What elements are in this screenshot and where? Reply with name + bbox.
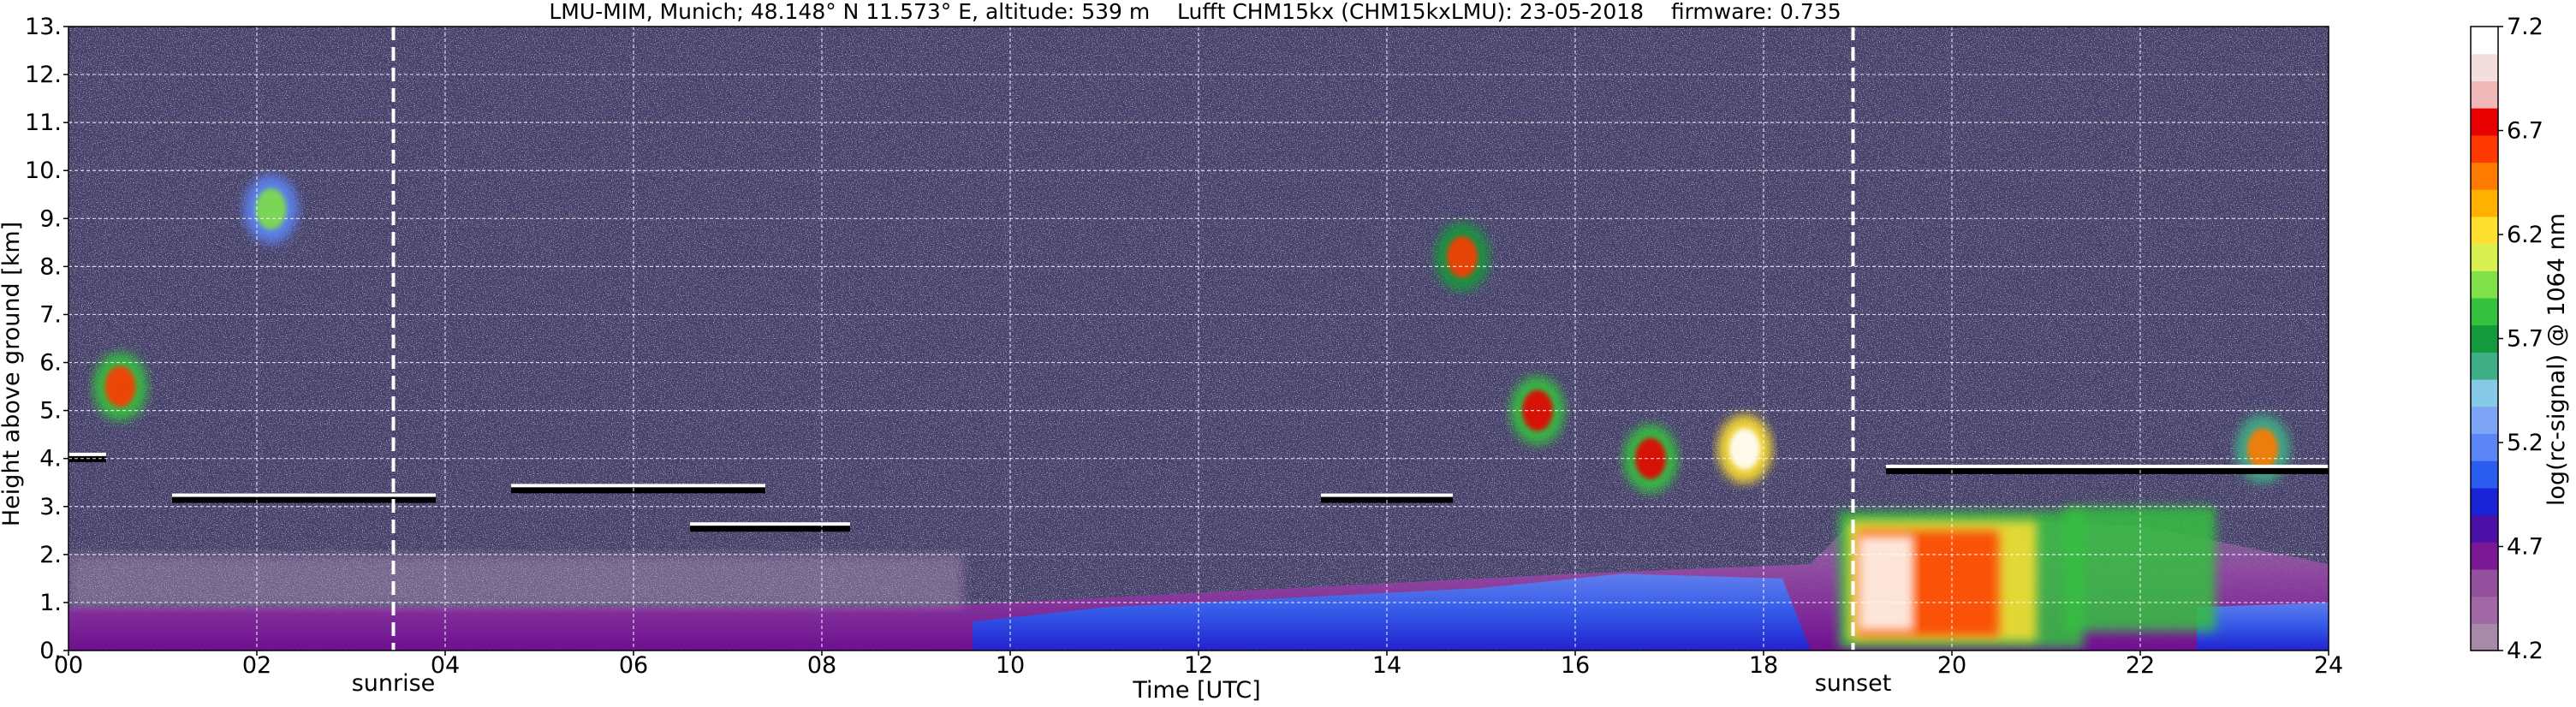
colorbar-label: log(rc-signal) @ 1064 nm	[2543, 213, 2570, 506]
y-axis-label: Height above ground [km]	[0, 222, 25, 526]
x-tick-label-06: 06	[619, 652, 648, 679]
cloud-patch-1	[243, 175, 299, 244]
colorbar-segment-14	[2471, 243, 2498, 271]
y-tick-label-3: 3.	[39, 494, 62, 520]
colorbar-segment-5	[2471, 487, 2498, 516]
y-tick-label-1: 1.	[39, 590, 62, 616]
sunset-label: sunset	[1815, 670, 1892, 697]
y-tick-label-13: 13.	[25, 14, 62, 40]
cloud-layer-5	[1886, 464, 2329, 474]
y-tick-label-10: 10.	[25, 157, 62, 184]
y-tick-label-8: 8.	[39, 253, 62, 280]
cloud-patch-0	[92, 352, 148, 421]
colorbar-segment-21	[2471, 53, 2498, 81]
x-axis-label: Time [UTC]	[1132, 677, 1260, 704]
colorbar-segment-20	[2471, 80, 2498, 109]
colorbar-segment-22	[2471, 27, 2498, 55]
x-tick-label-18: 18	[1749, 652, 1778, 679]
colorbar: 4.2 4.7 5.2 5.7 6.2 6.7 7.2	[2470, 14, 2543, 664]
x-tick-label-10: 10	[996, 652, 1025, 679]
cloud-patch-2	[1435, 223, 1490, 292]
y-tick-label-2: 2.	[39, 542, 62, 568]
x-tick-label-02: 02	[242, 652, 271, 679]
x-tick-label-12: 12	[1184, 652, 1213, 679]
colorbar-segment-15	[2471, 216, 2498, 245]
colorbar-segment-16	[2471, 189, 2498, 217]
colorbar-segment-12	[2471, 297, 2498, 326]
y-tick-label-9: 9.	[39, 205, 62, 232]
colorbar-segment-2	[2471, 568, 2498, 597]
x-tick-label-08: 08	[807, 652, 836, 679]
colorbar-segment-19	[2471, 108, 2498, 136]
axes: sunrise sunset 00 02 04 06 08 10 12 14 16 18 20 22 24 0…	[25, 14, 2343, 697]
x-tick-label-22: 22	[2126, 652, 2155, 679]
night-boundary-layer	[2197, 602, 2329, 651]
x-tick-label-04: 04	[431, 652, 460, 679]
y-tick-label-4: 4.	[39, 446, 62, 472]
y-tick-label-7: 7.	[39, 301, 62, 328]
colorbar-tick-label-6: 7.2	[2507, 14, 2543, 40]
colorbar-tick-label-0: 4.2	[2507, 638, 2543, 664]
colorbar-segment-17	[2471, 162, 2498, 190]
cloud-layer-2	[511, 484, 765, 494]
colorbar-tick-label-2: 5.2	[2507, 430, 2543, 456]
colorbar-segment-18	[2471, 134, 2498, 163]
colorbar-tick-label-4: 6.2	[2507, 222, 2543, 248]
colorbar-segment-9	[2471, 379, 2498, 407]
y-tick-label-5: 5.	[39, 398, 62, 425]
colorbar-segment-3	[2471, 542, 2498, 570]
colorbar-tick-label-3: 5.7	[2507, 326, 2543, 353]
colorbar-segment-4	[2471, 514, 2498, 543]
colorbar-segment-0	[2471, 623, 2498, 651]
x-tick-label-16: 16	[1561, 652, 1590, 679]
evening-aerosol-layer-3	[1858, 535, 1914, 632]
x-tick-label-14: 14	[1372, 652, 1401, 679]
y-tick-label-6: 6.	[39, 350, 62, 377]
colorbar-segment-6	[2471, 460, 2498, 489]
chart-title: LMU-MIM, Munich; 48.148° N 11.573° E, al…	[549, 0, 1841, 24]
colorbar-segment-7	[2471, 433, 2498, 461]
residual-layer	[68, 554, 963, 608]
cloud-patch-5	[1717, 414, 1772, 484]
convective-boundary-layer	[973, 573, 1811, 651]
y-tick-label-12: 12.	[25, 62, 62, 88]
colorbar-segment-1	[2471, 596, 2498, 624]
cloud-layer-1	[172, 493, 436, 503]
colorbar-segment-8	[2471, 406, 2498, 435]
x-tick-label-24: 24	[2314, 652, 2343, 679]
cloud-layer-0	[68, 452, 106, 462]
colorbar-segment-11	[2471, 324, 2498, 353]
cloud-layer-3	[690, 522, 850, 532]
colorbar-tick-label-1: 4.7	[2507, 534, 2543, 561]
y-tick-label-11: 11.	[25, 110, 62, 136]
colorbar-segment-10	[2471, 352, 2498, 380]
x-tick-label-00: 00	[54, 652, 83, 679]
colorbar-segment-13	[2471, 270, 2498, 299]
y-tick-label-0: 0.	[39, 638, 62, 664]
sunrise-label: sunrise	[352, 670, 436, 697]
x-tick-label-20: 20	[1937, 652, 1966, 679]
colorbar-tick-label-5: 6.7	[2507, 118, 2543, 145]
